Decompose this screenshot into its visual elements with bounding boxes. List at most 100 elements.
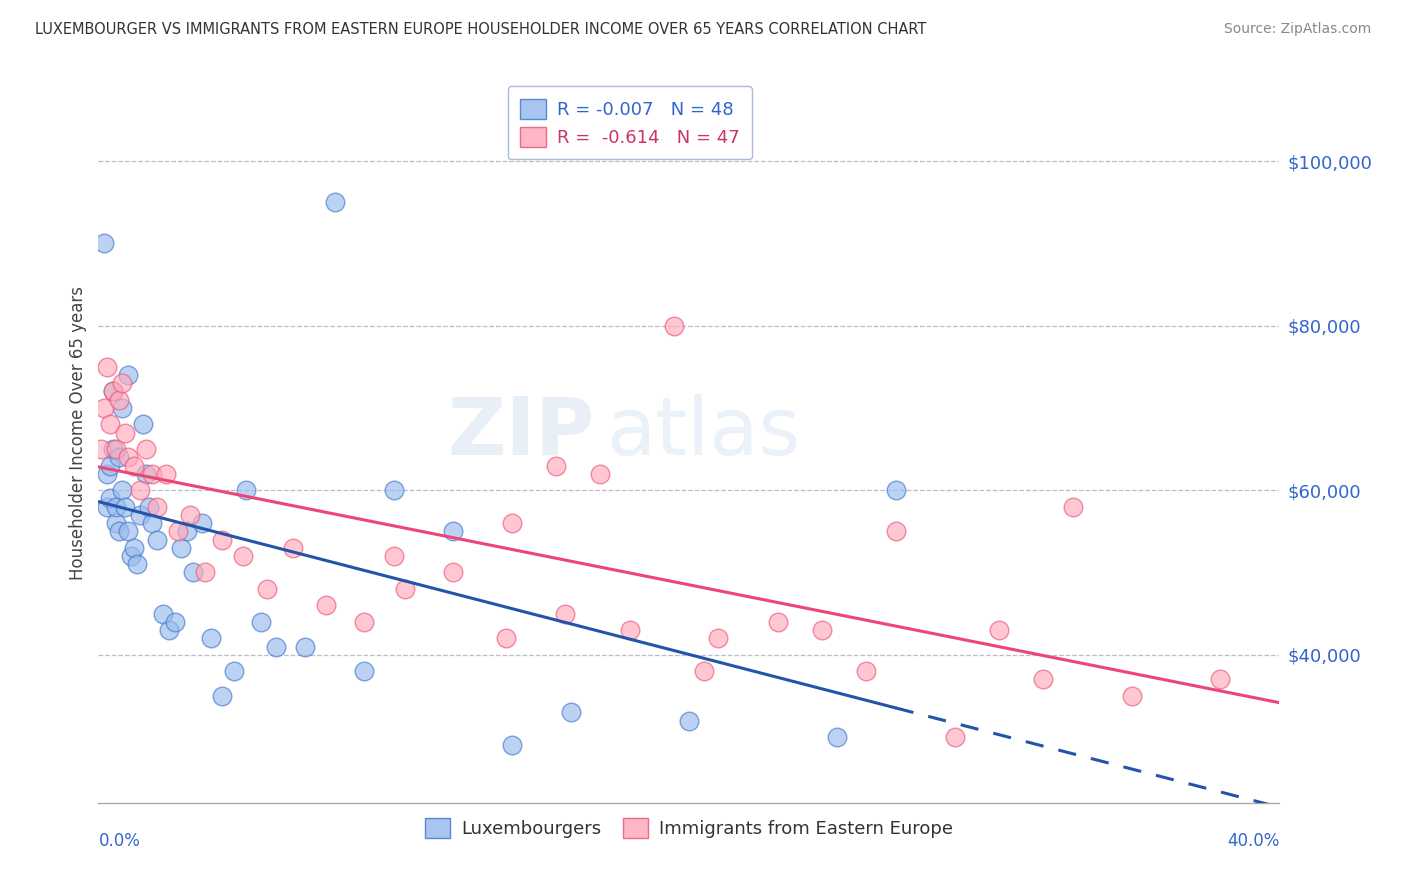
Point — [943, 730, 966, 744]
Point — [128, 483, 150, 498]
Point — [315, 599, 337, 613]
Point — [165, 615, 187, 629]
Point — [495, 632, 517, 646]
Point — [138, 500, 160, 514]
Point — [441, 524, 464, 539]
Legend: Luxembourgers, Immigrants from Eastern Europe: Luxembourgers, Immigrants from Eastern E… — [418, 811, 960, 846]
Point — [382, 549, 405, 563]
Point — [619, 623, 641, 637]
Point — [117, 450, 139, 465]
Point — [1032, 673, 1054, 687]
Point — [98, 491, 121, 506]
Point — [353, 615, 375, 629]
Text: Source: ZipAtlas.com: Source: ZipAtlas.com — [1223, 22, 1371, 37]
Point — [224, 664, 246, 678]
Point — [108, 524, 131, 539]
Point — [1209, 673, 1232, 687]
Point — [96, 359, 118, 374]
Point — [132, 417, 155, 432]
Point — [155, 467, 177, 481]
Point — [200, 632, 222, 646]
Point — [114, 425, 136, 440]
Point — [146, 500, 169, 514]
Point — [135, 442, 157, 456]
Point — [170, 541, 193, 555]
Point — [135, 467, 157, 481]
Point — [211, 533, 233, 547]
Point — [1121, 689, 1143, 703]
Y-axis label: Householder Income Over 65 years: Householder Income Over 65 years — [69, 285, 87, 580]
Point — [501, 516, 523, 530]
Point — [825, 730, 848, 744]
Point — [884, 483, 907, 498]
Point — [128, 508, 150, 522]
Point — [810, 623, 832, 637]
Point — [122, 541, 145, 555]
Point — [546, 458, 568, 473]
Point — [988, 623, 1011, 637]
Point — [93, 401, 115, 415]
Point — [181, 566, 204, 580]
Point — [111, 376, 134, 391]
Point — [114, 500, 136, 514]
Point — [560, 706, 582, 720]
Point — [678, 714, 700, 728]
Text: 40.0%: 40.0% — [1227, 832, 1279, 850]
Point — [554, 607, 576, 621]
Point — [111, 483, 134, 498]
Point — [589, 467, 612, 481]
Point — [191, 516, 214, 530]
Point — [117, 368, 139, 382]
Point — [152, 607, 174, 621]
Point — [125, 558, 148, 572]
Point — [111, 401, 134, 415]
Point — [382, 483, 405, 498]
Point — [232, 549, 254, 563]
Point — [294, 640, 316, 654]
Point — [501, 738, 523, 752]
Point — [105, 442, 128, 456]
Point — [141, 467, 163, 481]
Point — [98, 417, 121, 432]
Point — [353, 664, 375, 678]
Point — [103, 384, 125, 399]
Point — [103, 384, 125, 399]
Point — [283, 541, 305, 555]
Point — [855, 664, 877, 678]
Point — [707, 632, 730, 646]
Point — [884, 524, 907, 539]
Point — [141, 516, 163, 530]
Point — [167, 524, 190, 539]
Point — [120, 549, 142, 563]
Point — [250, 615, 273, 629]
Point — [96, 467, 118, 481]
Point — [108, 450, 131, 465]
Point — [108, 392, 131, 407]
Point — [176, 524, 198, 539]
Point — [105, 500, 128, 514]
Point — [103, 442, 125, 456]
Point — [98, 458, 121, 473]
Point — [122, 458, 145, 473]
Point — [194, 566, 217, 580]
Point — [256, 582, 278, 596]
Point — [93, 236, 115, 251]
Point — [146, 533, 169, 547]
Point — [179, 508, 201, 522]
Point — [693, 664, 716, 678]
Point — [117, 524, 139, 539]
Point — [211, 689, 233, 703]
Point — [96, 500, 118, 514]
Point — [264, 640, 287, 654]
Point — [323, 195, 346, 210]
Point — [664, 318, 686, 333]
Point — [766, 615, 789, 629]
Point — [441, 566, 464, 580]
Point — [157, 623, 180, 637]
Text: 0.0%: 0.0% — [98, 832, 141, 850]
Point — [235, 483, 257, 498]
Point — [394, 582, 416, 596]
Text: ZIP: ZIP — [447, 393, 595, 472]
Point — [105, 516, 128, 530]
Text: atlas: atlas — [606, 393, 800, 472]
